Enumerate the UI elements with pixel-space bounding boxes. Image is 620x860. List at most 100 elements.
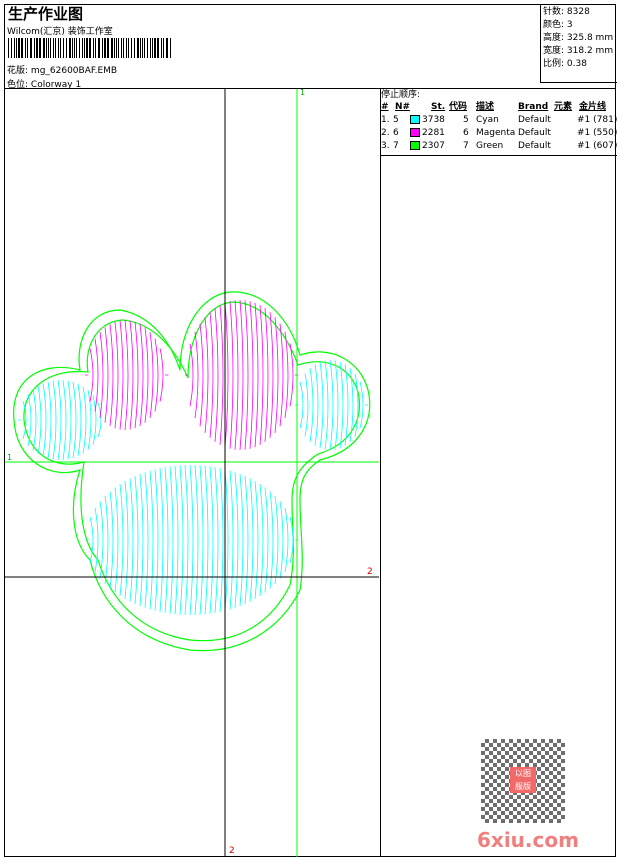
cyan-stitch (304, 373, 309, 437)
magenta-stitch (234, 300, 239, 450)
cyan-stitch (204, 465, 209, 615)
cyan-stitch (22, 400, 27, 440)
colors-row: 颜色: 3 (543, 20, 573, 30)
cyan-stitch (349, 368, 354, 442)
cyan-stitch (104, 495, 109, 585)
axis-label: 2 (229, 846, 235, 856)
magenta-stitch (144, 327, 149, 423)
magenta-stitch (149, 332, 154, 418)
company-name: Wilcom(汇京) 装饰工作室 (7, 27, 113, 37)
table-header: # N# St. 代码 描述 Brand 元素 金片线 (381, 102, 607, 112)
magenta-stitch (104, 327, 109, 423)
magenta-stitch (129, 320, 134, 430)
cyan-stitch (77, 383, 82, 457)
cyan-stitch (149, 470, 154, 610)
watermark-logo: 6xiu.com (477, 828, 579, 852)
barcode (8, 38, 180, 58)
cyan-stitch (72, 381, 77, 459)
cyan-stitch (99, 501, 104, 579)
magenta-stitch (269, 312, 274, 438)
magenta-stitch (254, 302, 259, 448)
cyan-stitch (52, 380, 57, 460)
page-frame (4, 4, 616, 857)
magenta-stitch (114, 321, 119, 429)
cyan-stitch (144, 472, 149, 608)
table-row: 1. 5 3738 5 Cyan Default #1 (781) (381, 115, 618, 125)
width-row: 宽度: 318.2 mm (543, 46, 614, 56)
colorway-value: Colorway 1 (30, 80, 82, 90)
magenta-stitch (264, 308, 269, 442)
cyan-stitch (174, 465, 179, 615)
magenta-stitch (154, 338, 159, 412)
stop-sequence-title: 停止顺序: (381, 90, 421, 100)
cyan-stitch (234, 472, 239, 608)
cyan-stitch (244, 476, 249, 604)
cyan-stitch (159, 468, 164, 612)
cyan-stitch (119, 484, 124, 596)
cyan-stitch (189, 464, 194, 616)
design-value: mg_62600BAF.EMB (30, 66, 118, 76)
magenta-stitch (259, 305, 264, 445)
cyan-stitch (339, 361, 344, 449)
cyan-stitch (164, 467, 169, 613)
height-row: 高度: 325.8 mm (543, 33, 614, 43)
green-outline (13, 291, 371, 652)
cyan-stitch (359, 381, 364, 429)
cyan-stitch (354, 373, 359, 437)
cyan-stitch (329, 359, 334, 451)
magenta-stitch (204, 317, 209, 433)
cyan-stitch (89, 517, 94, 563)
axis-label: 1 (7, 453, 13, 462)
color-swatch (410, 115, 420, 124)
design-file: 花版: mg_62600BAF.EMB (7, 63, 117, 76)
cyan-stitch (229, 470, 234, 610)
cyan-stitch (129, 478, 134, 602)
design-info: 针数: 8328 颜色: 3 高度: 325.8 mm 宽度: 318.2 mm… (540, 4, 617, 83)
cyan-stitch (279, 501, 284, 579)
cyan-stitch (154, 469, 159, 611)
magenta-stitch (139, 323, 144, 427)
cyan-stitch (134, 476, 139, 604)
cyan-stitch (209, 466, 214, 614)
cyan-stitch (184, 465, 189, 615)
cyan-stitch (139, 474, 144, 606)
magenta-stitch (224, 302, 229, 448)
cyan-stitch (334, 360, 339, 450)
cyan-stitch (249, 478, 254, 602)
cyan-stitch (264, 487, 269, 593)
cyan-stitch (42, 383, 47, 457)
divider (4, 88, 616, 89)
cyan-stitch (82, 386, 87, 454)
color-swatch (410, 128, 420, 137)
cyan-stitch (97, 402, 102, 438)
cyan-stitch (214, 467, 219, 613)
magenta-stitch (244, 300, 249, 450)
magenta-stitch (94, 338, 99, 412)
cyan-stitch (27, 394, 32, 446)
cyan-stitch (299, 381, 304, 429)
scale-row: 比例: 0.38 (543, 59, 587, 69)
cyan-stitch (94, 507, 99, 573)
divider (380, 88, 381, 857)
cyan-stitch (67, 380, 72, 460)
magenta-stitch (99, 332, 104, 418)
magenta-stitch (89, 348, 94, 402)
cyan-stitch (92, 395, 97, 445)
magenta-stitch (209, 312, 214, 438)
magenta-stitch (279, 323, 284, 427)
cyan-stitch (289, 517, 294, 563)
cyan-stitch (309, 368, 314, 442)
magenta-stitch (229, 301, 234, 449)
cyan-stitch (219, 468, 224, 612)
magenta-stitch (274, 317, 279, 433)
magenta-stitch (109, 323, 114, 427)
cyan-stitch (87, 390, 92, 450)
cyan-stitch (314, 364, 319, 446)
magenta-stitch (124, 319, 129, 431)
magenta-stitch (289, 343, 294, 407)
cyan-stitch (269, 491, 274, 589)
magenta-stitch (119, 320, 124, 430)
cyan-stitch (259, 484, 264, 596)
axis-label: 2 (367, 567, 373, 577)
